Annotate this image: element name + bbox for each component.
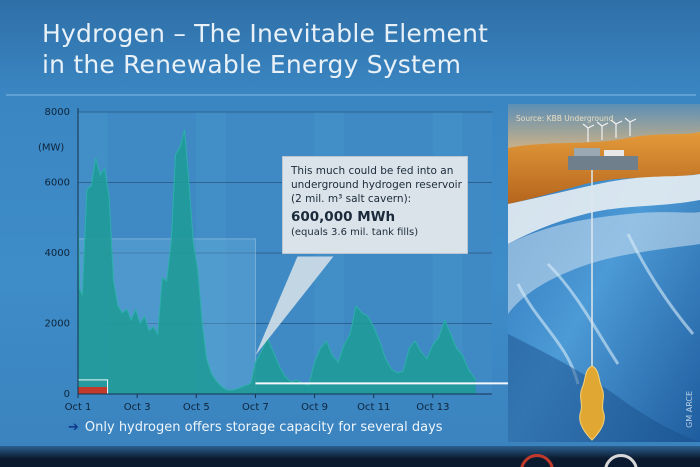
photo-credit-label: GM ARCE bbox=[685, 391, 694, 428]
y-tick-label: 0 bbox=[64, 389, 70, 400]
x-tick-label: Oct 3 bbox=[124, 402, 151, 413]
power-chart: 0 2000 4000 6000 8000 (MW) Oct 1 Oct 3 Oct 5 Oct … bbox=[38, 107, 560, 413]
footer-statement: ➔ Only hydrogen offers storage capacity f… bbox=[68, 420, 443, 435]
title-line-1: Hydrogen – The Inevitable Element bbox=[42, 19, 489, 48]
salt-cavern-shape bbox=[579, 365, 605, 441]
logo-left-icon bbox=[520, 454, 554, 467]
x-tick-label: Oct 7 bbox=[242, 402, 269, 413]
y-tick-label: 2000 bbox=[45, 319, 70, 330]
logo-right-icon bbox=[604, 454, 638, 467]
cavern-cross-section bbox=[508, 104, 700, 442]
area-series bbox=[78, 129, 476, 394]
arrow-right-icon: ➔ bbox=[68, 420, 79, 435]
wind-turbine-icons bbox=[582, 117, 637, 142]
x-tick-label: Oct 9 bbox=[301, 402, 328, 413]
callout-line-3: (2 mil. m³ salt cavern): bbox=[291, 193, 412, 205]
x-tick-label: Oct 5 bbox=[183, 402, 210, 413]
y-tick-label: 6000 bbox=[45, 178, 70, 189]
electrolysis-bar bbox=[78, 386, 108, 394]
y-tick-label: 8000 bbox=[45, 107, 70, 118]
title-divider bbox=[6, 94, 696, 96]
title-line-2: in the Renewable Energy System bbox=[42, 50, 462, 79]
y-tick-label: 4000 bbox=[45, 248, 70, 259]
x-tick-label: Oct 1 bbox=[65, 402, 92, 413]
x-tick-label: Oct 11 bbox=[357, 402, 390, 413]
footer-text: Only hydrogen offers storage capacity fo… bbox=[84, 420, 443, 435]
photo-source-label: Source: KBB Underground bbox=[516, 114, 614, 123]
bottom-band bbox=[0, 446, 700, 467]
slide-title: Hydrogen – The Inevitable Element in the… bbox=[42, 18, 562, 80]
x-tick-label: Oct 13 bbox=[416, 402, 449, 413]
y-axis-unit: (MW) bbox=[38, 142, 64, 153]
callout-line-1: This much could be fed into an bbox=[291, 165, 454, 177]
callout-line-2: underground hydrogen reservoir bbox=[291, 179, 462, 191]
chart-area: 0 2000 4000 6000 8000 (MW) Oct 1 Oct 3 Oct 5 Oct … bbox=[0, 98, 560, 428]
salt-cavern-illustration: Source: KBB Underground GM ARCE bbox=[508, 104, 700, 442]
storage-callout: This much could be fed into an undergrou… bbox=[282, 156, 468, 254]
area-outline bbox=[77, 129, 477, 392]
callout-value: 600,000 MWh bbox=[291, 209, 396, 225]
callout-note: (equals 3.6 mil. tank fills) bbox=[291, 227, 419, 238]
platform-icon bbox=[568, 148, 638, 170]
